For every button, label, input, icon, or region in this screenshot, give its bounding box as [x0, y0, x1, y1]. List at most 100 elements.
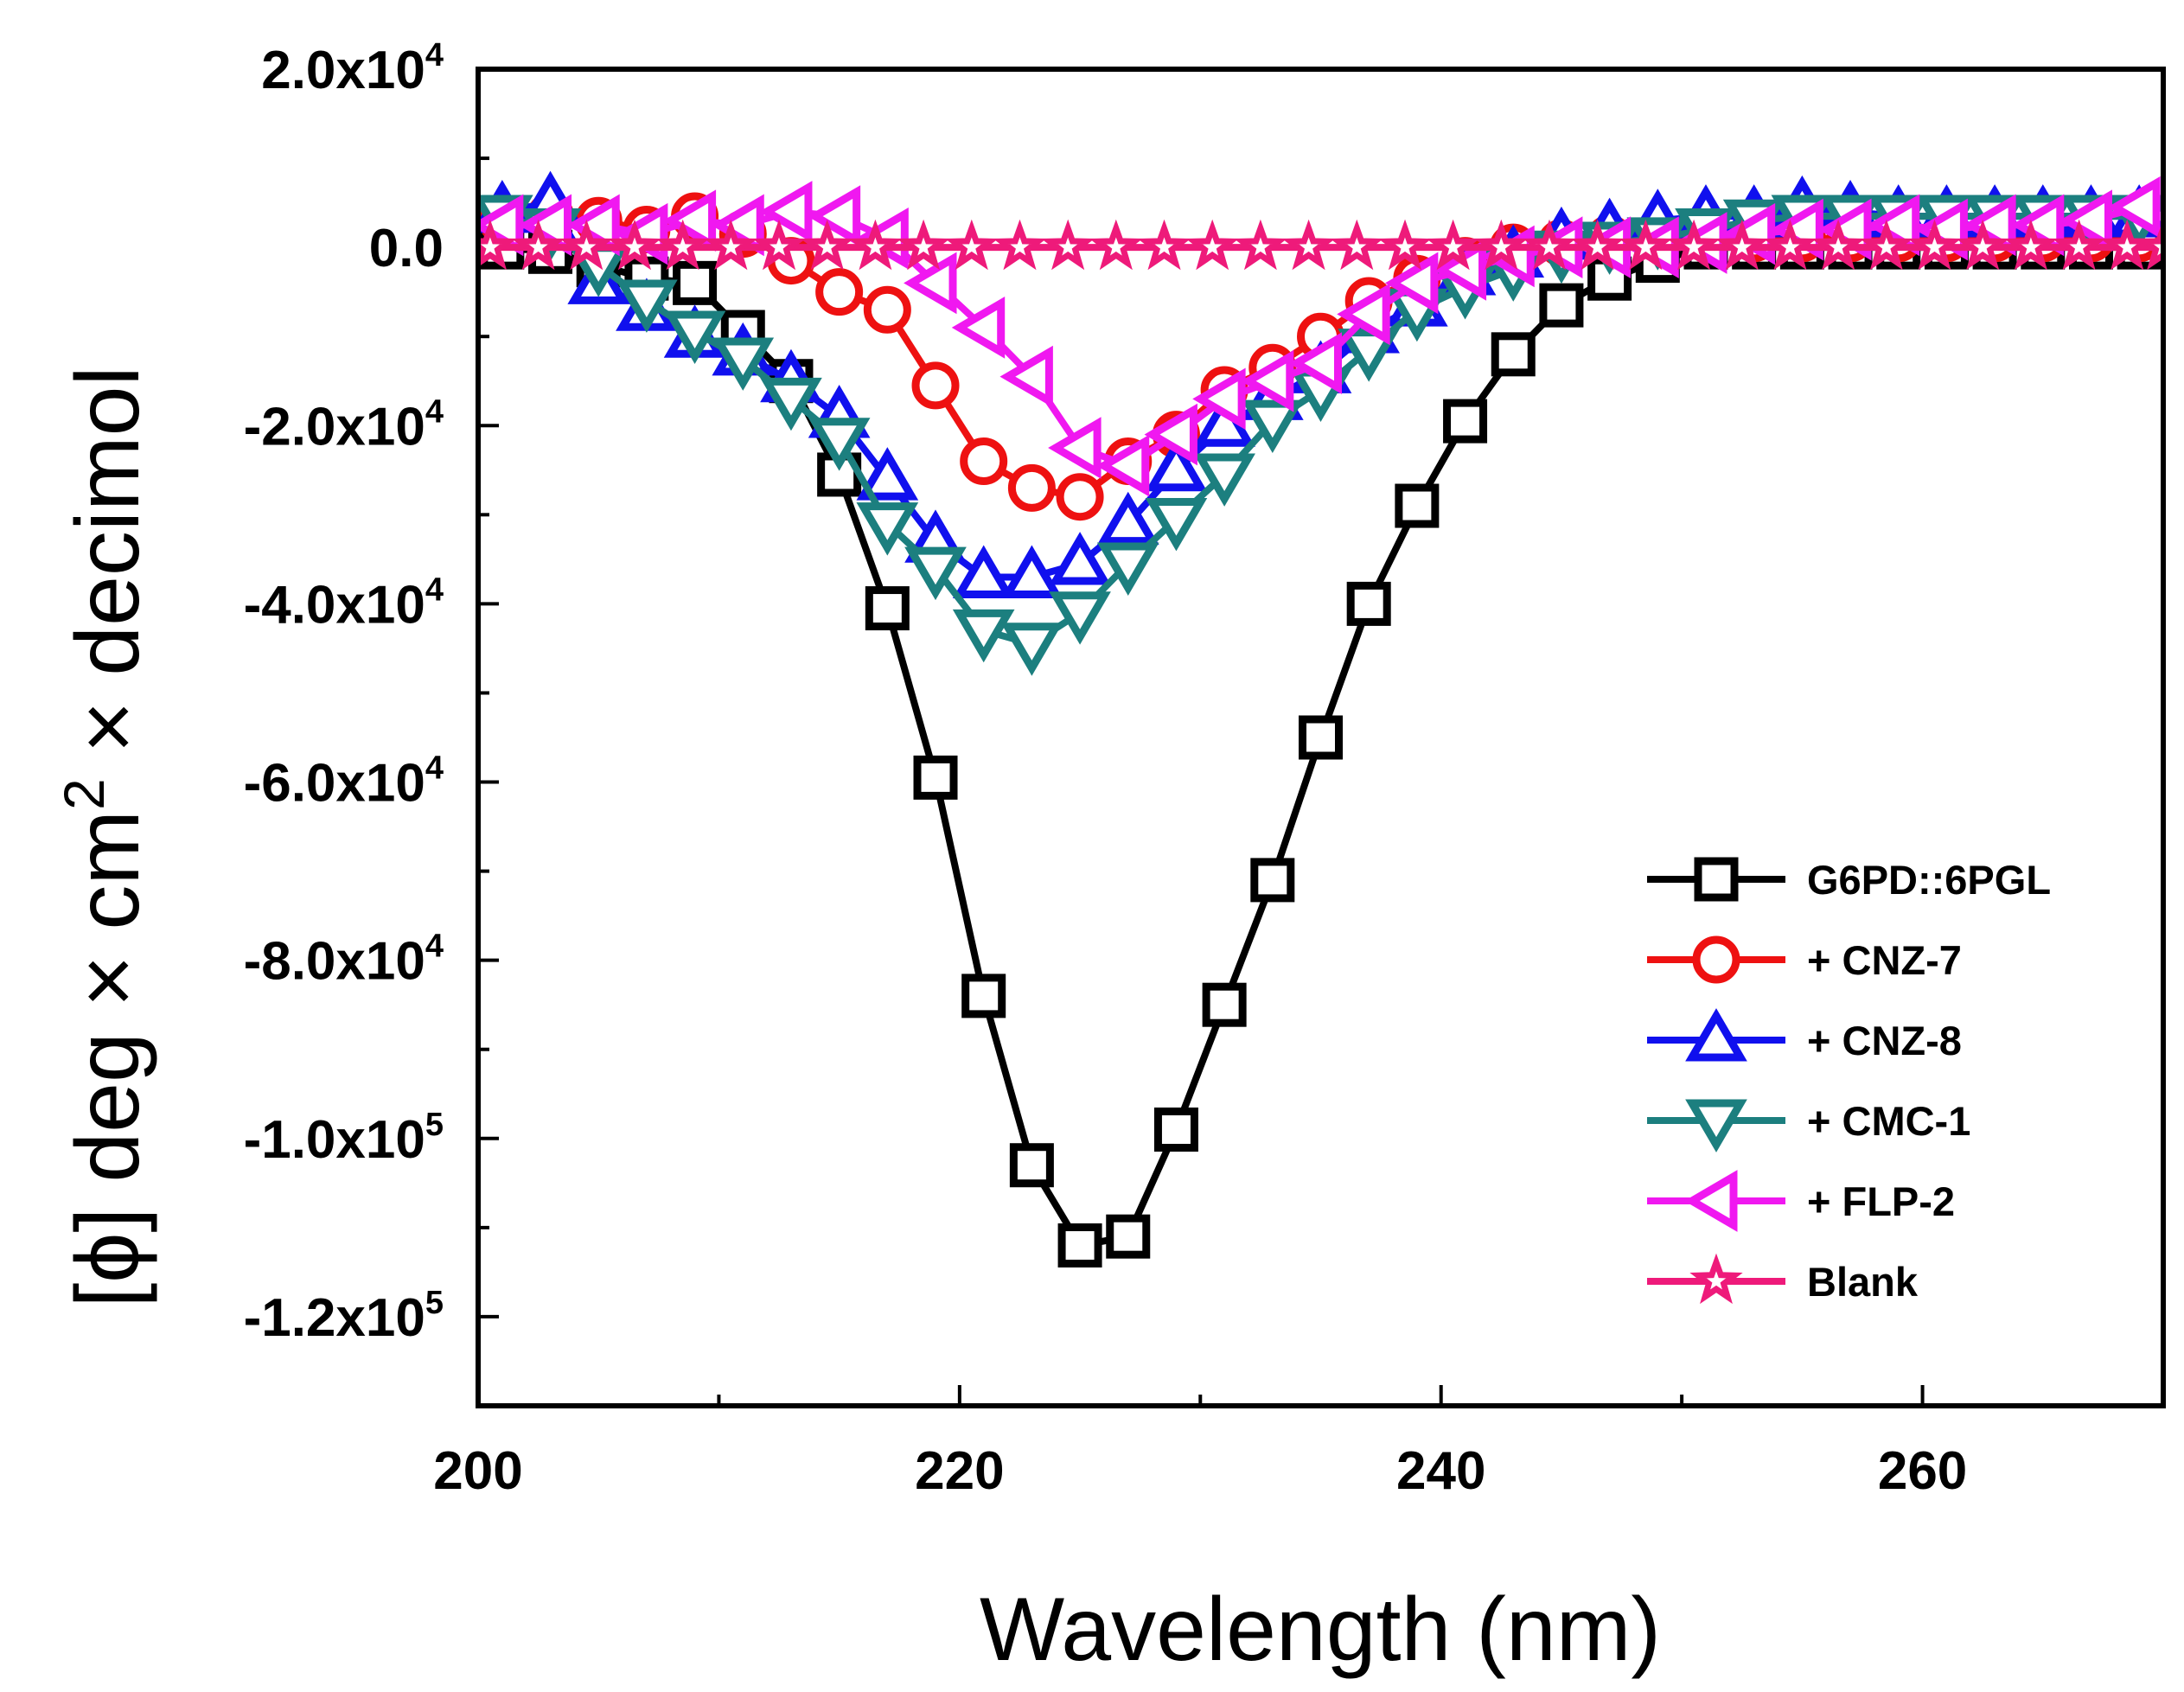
data-point	[1288, 332, 1342, 394]
legend-entry: G6PD::6PGL	[1647, 857, 2051, 903]
data-point	[1443, 399, 1488, 444]
data-point	[1096, 542, 1159, 596]
y-tick-label-exponent: 4	[425, 37, 444, 73]
data-point	[1250, 858, 1295, 903]
data-point	[815, 268, 864, 316]
data-point	[1049, 591, 1111, 645]
x-tick-label: 220	[915, 1441, 1004, 1501]
data-point	[711, 194, 764, 257]
data-point	[663, 310, 726, 364]
data-point	[1241, 399, 1304, 454]
data-point	[808, 418, 871, 471]
y-tick-label-base: 2.0x10	[261, 41, 425, 100]
data-point	[1763, 219, 1817, 271]
data-point	[1234, 219, 1287, 271]
data-point	[1095, 434, 1150, 497]
data-point	[1956, 219, 2010, 271]
data-point	[1144, 403, 1197, 466]
data-point	[807, 185, 861, 247]
y-tick-label: -8.0x104	[244, 929, 444, 992]
data-point	[1240, 349, 1294, 412]
y-tick-label-exponent: 5	[425, 1107, 444, 1143]
y-tick-label: 2.0x104	[261, 37, 444, 100]
data-point	[904, 546, 967, 601]
data-point	[1137, 219, 1191, 271]
legend-entry: + CNZ-8	[1647, 1008, 1962, 1063]
data-point	[1007, 463, 1056, 512]
data-point	[911, 361, 960, 410]
data-point	[655, 219, 710, 271]
y-axis-title-tail: × decimol	[58, 366, 158, 778]
series-layer	[478, 170, 2163, 1267]
y-tick-label: 0.0	[369, 219, 444, 278]
data-point	[1185, 219, 1239, 271]
data-point	[1106, 1214, 1151, 1259]
y-tick-label-exponent: 5	[425, 1285, 444, 1321]
series-flp-2	[478, 176, 2161, 497]
data-point	[1193, 453, 1255, 507]
legend-marker	[1685, 1099, 1747, 1152]
data-point	[478, 219, 517, 271]
data-point	[1000, 545, 1063, 598]
legend-label: + CMC-1	[1807, 1098, 1970, 1144]
data-point	[913, 755, 958, 800]
x-tick-label: 240	[1396, 1441, 1485, 1501]
data-point	[1049, 532, 1111, 585]
legend-entry: Blank	[1647, 1253, 1919, 1305]
data-point	[1426, 219, 1480, 271]
data-point	[961, 974, 1006, 1018]
data-point	[1145, 497, 1208, 552]
data-point	[1096, 491, 1159, 546]
data-point	[952, 609, 1015, 663]
data-point	[848, 219, 903, 271]
legend-marker	[1692, 935, 1740, 984]
data-point	[1057, 1223, 1102, 1267]
legend-entry: + FLP-2	[1647, 1170, 1955, 1232]
y-axis-title: [ϕ] deg × cm2 × decimol	[52, 366, 158, 1307]
data-point	[1202, 982, 1247, 1027]
data-point	[1715, 219, 1769, 271]
y-tick-label: -1.0x105	[244, 1107, 444, 1170]
data-point	[856, 447, 919, 501]
y-tick-label-base: -8.0x10	[244, 932, 425, 992]
legend-marker	[1684, 1170, 1738, 1232]
series-blank	[478, 219, 2163, 271]
data-point	[1337, 283, 1390, 346]
legend-marker	[1685, 1008, 1747, 1062]
data-point	[1811, 219, 1865, 271]
data-point	[608, 219, 661, 271]
data-point	[2003, 219, 2058, 271]
data-point	[752, 219, 806, 271]
data-point	[951, 297, 1006, 359]
data-point	[1145, 437, 1208, 492]
legend-label: + FLP-2	[1807, 1178, 1955, 1224]
legend-entry: + CNZ-7	[1647, 935, 1962, 984]
y-axis-title-main: [ϕ] deg × cm	[58, 810, 158, 1308]
y-tick-label-exponent: 4	[425, 393, 444, 430]
y-tick-label-base: 0.0	[369, 219, 444, 278]
data-point	[759, 181, 813, 243]
data-point	[863, 285, 911, 334]
data-point	[999, 345, 1053, 408]
data-point	[566, 194, 620, 257]
y-tick-label-exponent: 4	[425, 929, 444, 965]
data-point	[952, 545, 1015, 598]
data-point	[1866, 194, 1920, 257]
y-tick-label: -1.2x105	[244, 1285, 444, 1348]
data-point	[1619, 219, 1673, 271]
data-point	[1056, 473, 1104, 521]
data-point	[2059, 189, 2112, 252]
data-point	[1860, 219, 1913, 271]
legend-marker	[1694, 857, 1739, 902]
x-tick-label: 260	[1878, 1441, 1967, 1501]
data-point	[1153, 1107, 1198, 1152]
data-point	[800, 219, 854, 271]
y-tick-label: -4.0x104	[244, 571, 444, 635]
y-tick-label-base: -4.0x10	[244, 575, 425, 635]
legend: G6PD::6PGL+ CNZ-7+ CNZ-8+ CMC-1+ FLP-2Bl…	[1647, 857, 2051, 1305]
data-point	[662, 189, 717, 252]
data-point	[712, 337, 775, 391]
y-tick-label-exponent: 4	[425, 750, 444, 787]
data-point	[2010, 194, 2065, 257]
